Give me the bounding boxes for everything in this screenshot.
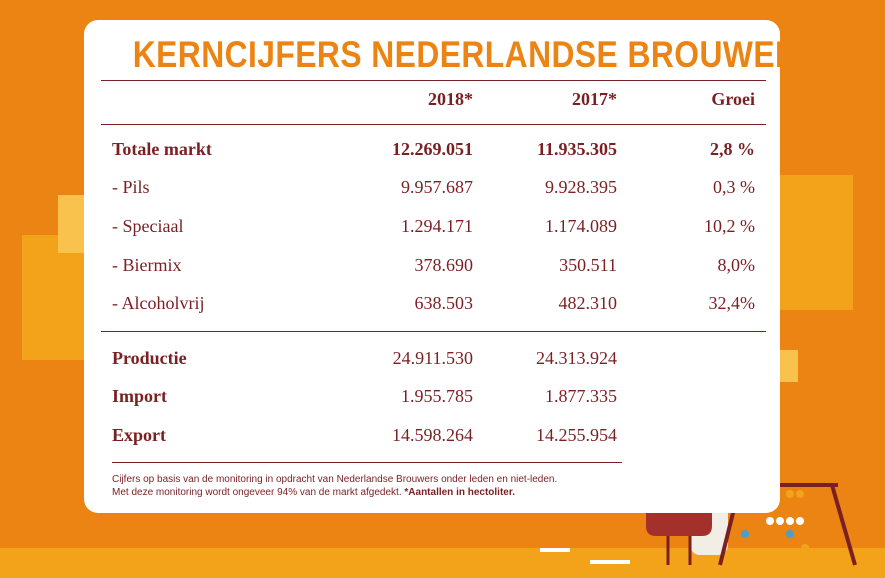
row-value: 12.269.051 [392,139,473,159]
column-header: Groei [711,89,755,109]
rule [101,124,766,125]
row-value: 350.511 [559,255,617,275]
row-label: - Alcoholvrij [112,293,205,313]
rule [101,80,766,81]
rule [112,462,622,463]
row-value: 11.935.305 [536,139,617,159]
column-header: 2017* [572,89,617,109]
row-label: - Speciaal [112,216,184,236]
footnote-line: Cijfers op basis van de monitoring in op… [112,474,558,485]
row-value: 9.957.687 [401,177,473,197]
row-value: 1.294.171 [401,216,473,236]
footnote-bold: *Aantallen in hectoliter. [404,487,515,498]
row-label: - Biermix [112,255,182,275]
row-value: 14.598.264 [392,425,473,445]
row-value: 9.928.395 [545,177,617,197]
row-value: 0,3 % [713,177,755,197]
footnote: Cijfers op basis van de monitoring in op… [112,473,557,499]
title: KERNCIJFERS NEDERLANDSE BROUWERS [132,34,821,75]
row-value: 482.310 [558,293,618,313]
row-label: Export [112,425,166,445]
row-value: 1.955.785 [401,386,473,406]
row-value: 1.174.089 [545,216,617,236]
row-value: 1.877.335 [545,386,617,406]
row-value: 32,4% [708,293,756,313]
row-value: 2,8 % [710,139,755,159]
row-value: 378.690 [414,255,474,275]
row-label: Import [112,386,167,406]
row-label: Productie [112,348,187,368]
row-value: 10,2 % [704,216,755,236]
row-value: 14.255.954 [536,425,617,445]
row-value: 24.911.530 [392,348,473,368]
row-value: 638.503 [414,293,474,313]
rule [101,331,766,332]
row-value: 24.313.924 [536,348,617,368]
column-header: 2018* [428,89,473,109]
card: KERNCIJFERS NEDERLANDSE BROUWERS Cijfers… [84,20,821,513]
footnote-text: Met deze monitoring wordt ongeveer 94% v… [112,487,402,498]
row-value: 8,0% [717,255,756,275]
row-label: - Pils [112,177,150,197]
row-label: Totale markt [112,139,212,159]
footnote-line: Met deze monitoring wordt ongeveer 94% v… [112,486,557,499]
